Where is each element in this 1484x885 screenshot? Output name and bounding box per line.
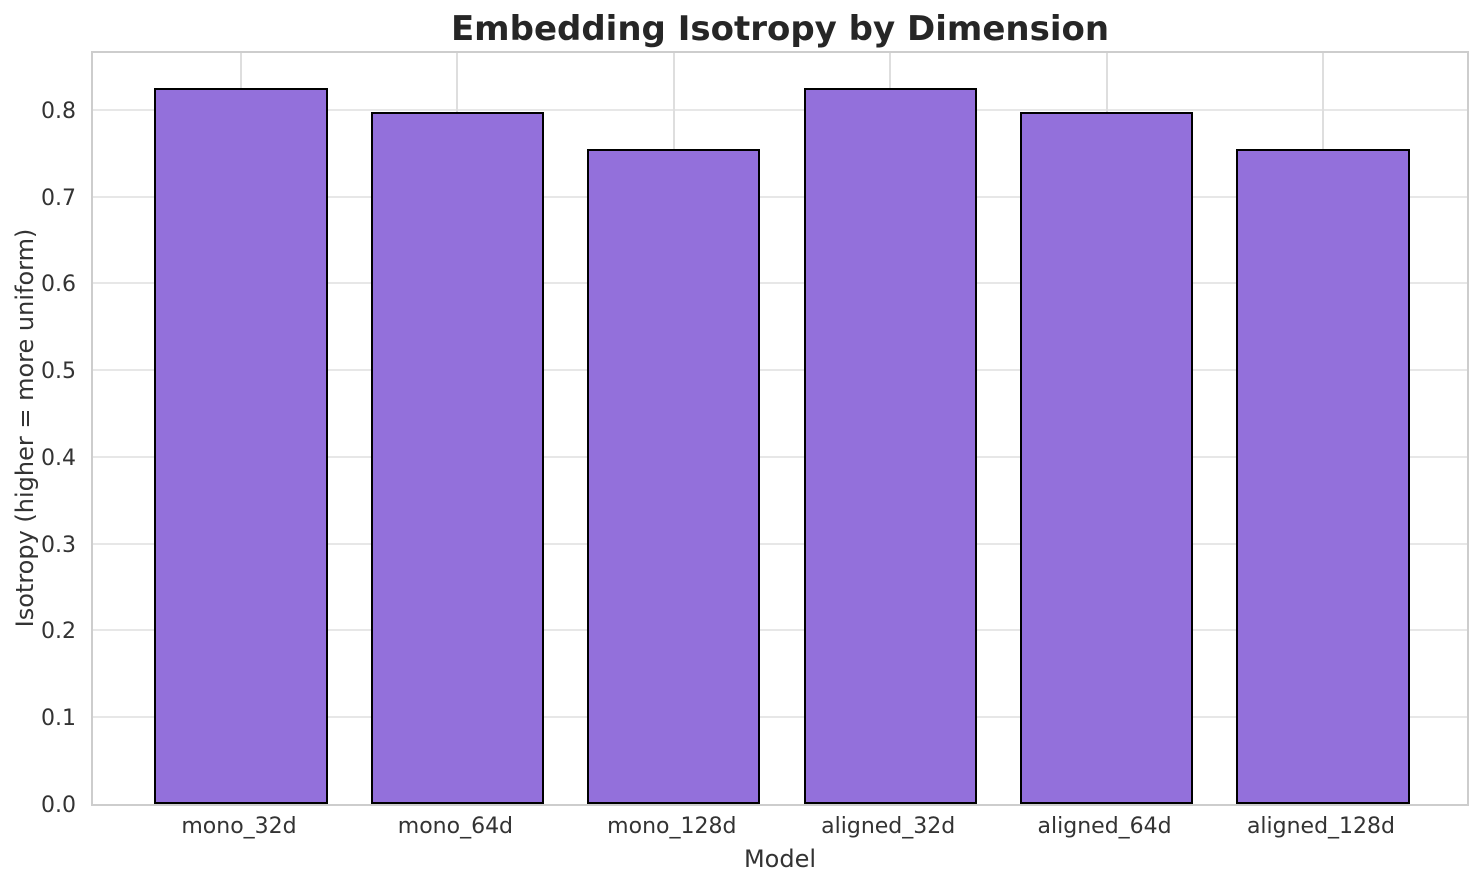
horizontal-gridline: [93, 629, 1467, 632]
horizontal-gridline: [93, 716, 1467, 719]
bar-mono_64d: [370, 112, 544, 804]
x-tick-label: aligned_128d: [1246, 814, 1396, 839]
bar-mono_128d: [587, 148, 761, 804]
x-tick-label: mono_32d: [181, 814, 297, 839]
x-axis-label: Model: [743, 845, 817, 873]
bar-mono_32d: [154, 88, 328, 804]
y-tick-label: 0.2: [41, 619, 76, 645]
horizontal-gridline: [93, 195, 1467, 198]
y-tick-label: 0.8: [41, 98, 76, 124]
chart-title: Embedding Isotropy by Dimension: [450, 9, 1110, 49]
y-tick-label: 0.1: [41, 706, 76, 732]
plot-area: [91, 51, 1469, 806]
horizontal-gridline: [93, 108, 1467, 111]
x-tick-label: aligned_32d: [821, 814, 956, 839]
y-tick-label: 0.0: [41, 793, 76, 818]
bar-aligned_128d: [1236, 148, 1410, 804]
x-tick-label: mono_128d: [607, 814, 737, 839]
bar-aligned_64d: [1020, 112, 1194, 804]
x-tick-label: mono_64d: [397, 814, 514, 839]
horizontal-gridline: [93, 369, 1467, 372]
horizontal-gridline: [93, 282, 1467, 285]
y-tick-label: 0.6: [41, 272, 76, 298]
x-tick-label: aligned_64d: [1037, 814, 1172, 839]
y-tick-label: 0.3: [41, 532, 76, 558]
bar-aligned_32d: [803, 88, 977, 804]
horizontal-gridline: [93, 542, 1467, 545]
horizontal-gridline: [93, 455, 1467, 458]
y-tick-label: 0.7: [41, 185, 76, 211]
y-tick-label: 0.4: [41, 445, 76, 471]
y-tick-label: 0.5: [41, 359, 76, 385]
